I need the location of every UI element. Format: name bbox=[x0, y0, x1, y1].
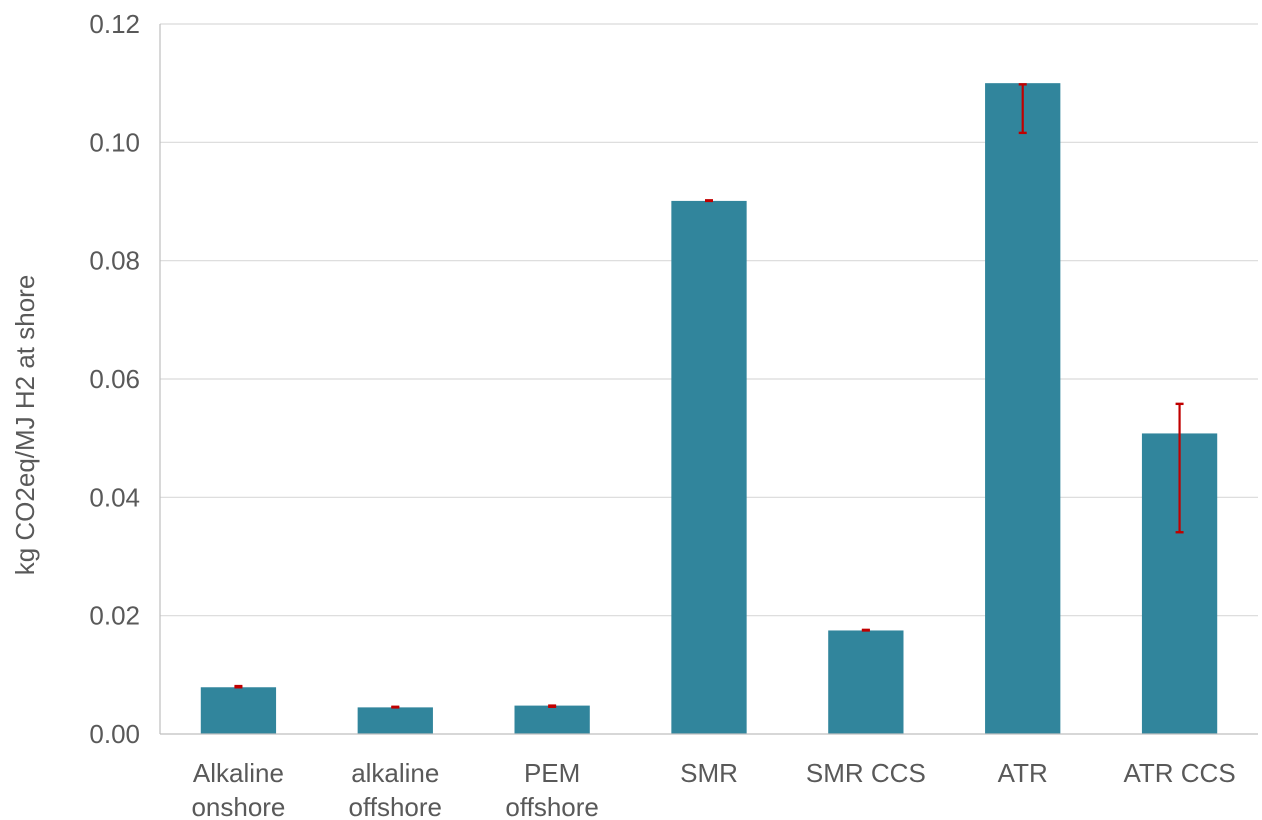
y-tick-label: 0.12 bbox=[89, 9, 140, 39]
error-bar bbox=[861, 628, 870, 632]
y-axis-tick-labels: 0.00 0.02 0.04 0.06 0.08 0.10 0.12 bbox=[89, 9, 140, 749]
x-category-label: alkaline offshore bbox=[349, 758, 442, 820]
x-category-label: SMR CCS bbox=[806, 758, 926, 788]
bar bbox=[828, 630, 904, 734]
x-category-label: SMR bbox=[680, 758, 738, 788]
x-category-label-line: offshore bbox=[349, 792, 442, 820]
x-category-label: ATR bbox=[998, 758, 1048, 788]
bar bbox=[514, 705, 590, 734]
error-bar bbox=[391, 705, 400, 709]
bar bbox=[985, 83, 1061, 734]
x-category-label-line: PEM bbox=[524, 758, 580, 788]
error-bars bbox=[234, 83, 1184, 709]
error-bar bbox=[705, 199, 713, 203]
y-tick-label: 0.08 bbox=[89, 246, 140, 276]
error-bar bbox=[234, 684, 243, 689]
x-category-label-line: Alkaline bbox=[193, 758, 284, 788]
y-tick-label: 0.10 bbox=[89, 127, 140, 157]
y-tick-label: 0.06 bbox=[89, 364, 140, 394]
x-category-label-line: ATR bbox=[998, 758, 1048, 788]
x-category-label-line: SMR bbox=[680, 758, 738, 788]
bars bbox=[200, 83, 1218, 735]
x-axis-category-labels: Alkaline onshore alkaline offshore PEM offsho… bbox=[191, 758, 1235, 820]
axes bbox=[159, 24, 1258, 735]
error-bar bbox=[1175, 402, 1184, 534]
y-tick-label: 0.00 bbox=[89, 719, 140, 749]
bar bbox=[671, 200, 747, 735]
y-axis-title: kg CO2eq/MJ H2 at shore bbox=[10, 275, 40, 576]
bar bbox=[200, 687, 277, 734]
x-category-label: ATR CCS bbox=[1123, 758, 1235, 788]
bar bbox=[357, 707, 433, 734]
x-category-label-line: onshore bbox=[191, 792, 285, 820]
x-category-label: PEM offshore bbox=[505, 758, 598, 820]
y-tick-label: 0.02 bbox=[89, 601, 140, 631]
x-category-label-line: offshore bbox=[505, 792, 598, 820]
x-category-label-line: ATR CCS bbox=[1123, 758, 1235, 788]
x-category-label-line: alkaline bbox=[351, 758, 439, 788]
error-bar bbox=[548, 704, 557, 708]
y-tick-label: 0.04 bbox=[89, 482, 140, 512]
x-category-label: Alkaline onshore bbox=[191, 758, 285, 820]
x-category-label-line: SMR CCS bbox=[806, 758, 926, 788]
error-bar bbox=[1018, 83, 1027, 135]
